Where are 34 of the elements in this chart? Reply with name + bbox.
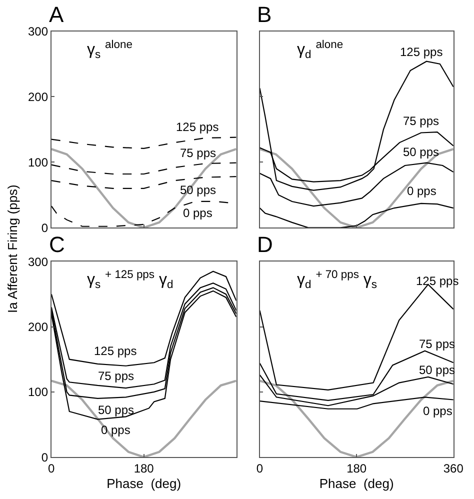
- y-tick-label: 300: [28, 24, 48, 38]
- series-label: 50 pps: [403, 145, 440, 159]
- chart-title: A: [49, 2, 64, 27]
- text: γ$_{s}$ $^{+ 125 pps}$ γ$_{d}$: [87, 269, 174, 292]
- x-tick-label: 180: [134, 461, 154, 476]
- y-tick-label: 100: [28, 155, 48, 170]
- series-label: 75 pps: [180, 146, 216, 160]
- series-label: 125 pps: [176, 120, 219, 134]
- series-label: 125 pps: [400, 45, 443, 59]
- y-tick-label: 200: [28, 320, 48, 334]
- series-label: 0 pps: [183, 206, 212, 220]
- series-label: 75 pps: [98, 369, 134, 383]
- y-tick-label: 100: [28, 385, 48, 400]
- series-label: 0 pps: [101, 423, 130, 437]
- y-tick-label: 300: [28, 254, 48, 269]
- series-label: 50 pps: [180, 183, 216, 197]
- x-axis-title: Phase (deg): [106, 476, 182, 492]
- y-tick-label: 0: [41, 220, 48, 235]
- text: γ$_{d}$ $^{+ 70 pps}$ γ$_{s}$: [297, 269, 378, 292]
- series-label: 0 pps: [407, 184, 436, 198]
- series-label: 125 pps: [94, 344, 137, 358]
- series-label: 0 pps: [423, 404, 452, 418]
- x-tick-label: 360: [443, 461, 464, 476]
- x-tick-label: 0: [256, 461, 264, 476]
- chart-title: B: [257, 2, 272, 27]
- x-tick-label: 180: [346, 461, 367, 476]
- y-tick-label: 200: [28, 90, 48, 104]
- x-axis-title: Phase (deg): [319, 476, 394, 492]
- chart-title: D: [257, 232, 273, 257]
- chart-title: C: [49, 232, 65, 257]
- series-label: 50 pps: [98, 403, 134, 417]
- y-axis-title: Ia Afferent Firing (pps): [5, 184, 20, 313]
- series-label: 75 pps: [403, 114, 440, 128]
- y-tick-label: 0: [41, 450, 48, 464]
